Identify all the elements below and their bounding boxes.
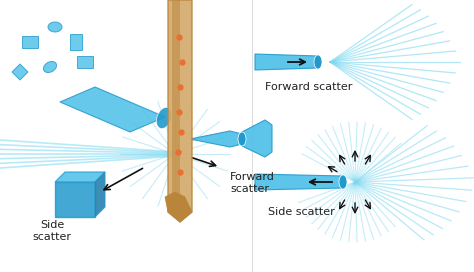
Text: Forward scatter: Forward scatter xyxy=(265,82,352,92)
Polygon shape xyxy=(190,131,242,147)
Polygon shape xyxy=(95,172,105,217)
Bar xyxy=(22,36,38,48)
Polygon shape xyxy=(242,120,272,157)
Text: Side scatter: Side scatter xyxy=(268,207,335,217)
Text: Side
scatter: Side scatter xyxy=(33,220,72,242)
Polygon shape xyxy=(60,87,165,132)
Ellipse shape xyxy=(156,107,172,129)
Polygon shape xyxy=(12,64,28,80)
Ellipse shape xyxy=(238,132,246,146)
Text: Forward
scatter: Forward scatter xyxy=(230,172,275,194)
Polygon shape xyxy=(55,182,95,217)
Ellipse shape xyxy=(48,22,62,32)
Polygon shape xyxy=(172,0,180,217)
Ellipse shape xyxy=(314,55,322,69)
Polygon shape xyxy=(255,174,343,190)
Polygon shape xyxy=(165,192,192,222)
Polygon shape xyxy=(55,172,105,182)
Polygon shape xyxy=(255,54,318,70)
Ellipse shape xyxy=(339,175,347,189)
Bar xyxy=(77,56,93,68)
Polygon shape xyxy=(168,0,192,222)
Ellipse shape xyxy=(44,61,56,73)
Bar xyxy=(70,34,82,50)
